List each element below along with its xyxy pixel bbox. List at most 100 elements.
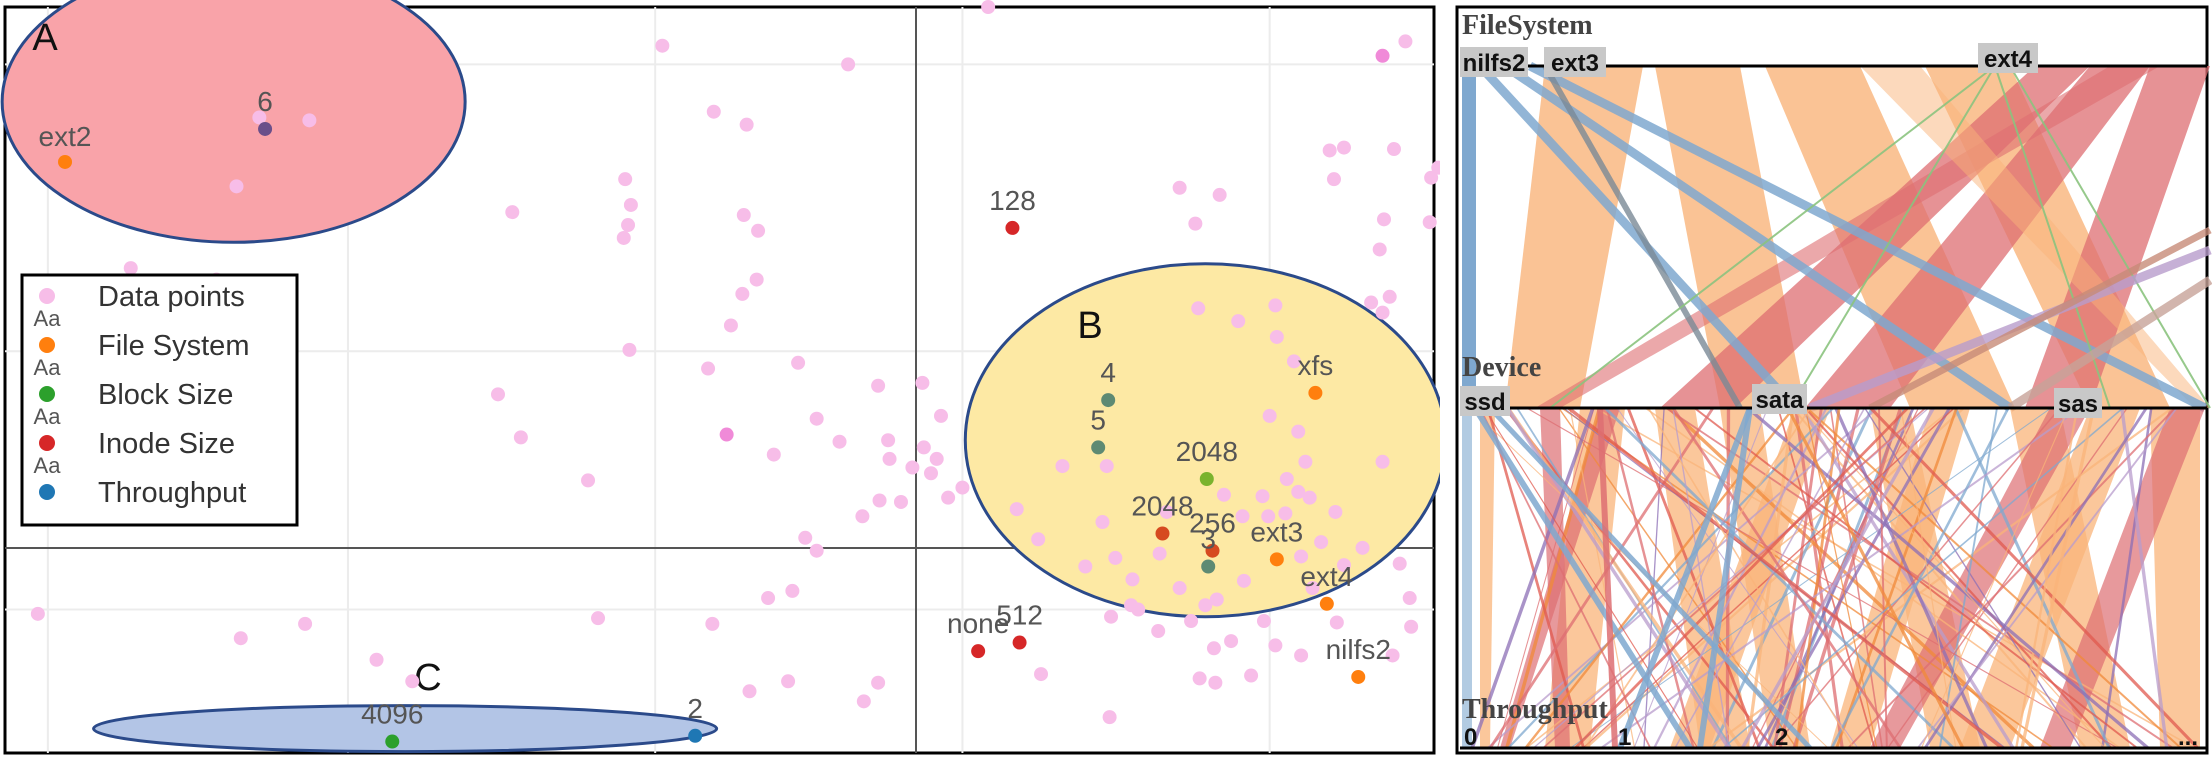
category-ext3-bg <box>1544 47 1606 77</box>
ribbon <box>1870 408 2090 748</box>
data-point <box>1336 140 1351 155</box>
data-point <box>1294 549 1309 564</box>
data-point <box>1382 289 1397 304</box>
data-point <box>929 451 944 466</box>
labeled-point <box>971 644 986 659</box>
data-point <box>505 205 520 220</box>
ribbon-line <box>1502 62 2013 412</box>
data-point <box>798 530 813 545</box>
data-point <box>1261 509 1276 524</box>
cluster-a-ellipse <box>0 0 467 244</box>
data-point <box>1314 535 1329 550</box>
legend-label: Data points <box>98 281 245 313</box>
ribbon-line <box>1791 407 2088 749</box>
category-sata-bg <box>1752 384 1807 414</box>
point-label: 4 <box>1100 357 1116 388</box>
data-point <box>1198 598 1213 613</box>
ribbon-line <box>1542 64 1743 410</box>
data-point <box>809 543 824 558</box>
data-point <box>1159 504 1174 519</box>
data-point <box>1336 558 1351 573</box>
data-point <box>766 447 781 462</box>
data-point <box>1404 619 1419 634</box>
ribbon-line <box>1722 407 2124 749</box>
data-point <box>1099 459 1114 474</box>
data-point <box>616 230 631 245</box>
data-point <box>1398 34 1413 49</box>
data-point <box>856 694 871 709</box>
ribbon-line <box>1505 407 1602 749</box>
data-point <box>736 208 751 223</box>
data-point <box>623 197 638 212</box>
filesystem-axis-title: FileSystem <box>1462 10 1593 41</box>
legend-text-glyph: Aa <box>34 355 62 380</box>
point-label: nilfs2 <box>1326 634 1391 665</box>
legend-marker <box>39 484 55 500</box>
legend-marker <box>39 337 55 353</box>
data-point <box>723 318 738 333</box>
data-point <box>781 674 796 689</box>
ribbon-line <box>1597 407 1618 749</box>
ribbons-device-throughput <box>1462 406 2205 750</box>
data-point <box>1424 170 1439 185</box>
data-point <box>1255 489 1270 504</box>
throughput-tick-0: 0 <box>1464 724 1477 751</box>
labeled-point <box>385 734 400 749</box>
data-point <box>1322 143 1337 158</box>
data-point <box>1262 408 1277 423</box>
parallel-sets-panel: FileSystem Device Throughput nilfs2 ext3 ext4… <box>1450 0 2212 760</box>
data-point <box>1078 559 1093 574</box>
ribbon-line <box>1506 407 1743 749</box>
point-label: 5 <box>1090 404 1106 435</box>
category-nilfs2[interactable]: nilfs2 <box>1463 50 1526 77</box>
ribbon-line <box>1806 407 2182 749</box>
data-point <box>749 272 764 287</box>
data-point <box>1375 305 1390 320</box>
data-point <box>832 434 847 449</box>
ribbon <box>1480 408 1495 748</box>
ribbons-filesystem-device <box>1462 61 2212 413</box>
data-point <box>655 38 670 53</box>
data-point <box>941 490 956 505</box>
ribbon-line <box>1470 407 1595 749</box>
data-point <box>1268 638 1283 653</box>
throughput-axis-title: Throughput <box>1462 694 1608 725</box>
cluster-c-label: C <box>414 657 441 699</box>
ribbon-line <box>1847 407 2176 749</box>
data-point <box>1206 641 1221 656</box>
data-point <box>1302 490 1317 505</box>
category-sas[interactable]: sas <box>2058 391 2098 418</box>
data-point <box>1375 454 1390 469</box>
ribbon-line <box>1488 406 1812 750</box>
data-point <box>1329 615 1344 630</box>
category-ext3[interactable]: ext3 <box>1551 50 1599 77</box>
data-point <box>1131 602 1146 617</box>
data-point <box>761 591 776 606</box>
data-point <box>298 616 313 631</box>
ribbon-line <box>1647 407 1855 749</box>
data-point <box>491 387 506 402</box>
ribbon-line <box>2007 276 2212 412</box>
data-point <box>1294 648 1309 663</box>
data-point <box>881 433 896 448</box>
category-ext4[interactable]: ext4 <box>1984 46 2033 73</box>
data-point <box>123 261 138 276</box>
data-point <box>933 408 948 423</box>
labeled-point <box>688 728 703 743</box>
ribbon-line <box>1496 407 1595 749</box>
data-point <box>871 675 886 690</box>
data-point <box>705 616 720 631</box>
labeled-point <box>1091 440 1106 455</box>
data-point <box>1212 187 1227 202</box>
data-point <box>893 494 908 509</box>
data-point <box>1422 215 1437 230</box>
category-ssd-bg <box>1460 386 1510 416</box>
ribbon-line <box>1549 65 1996 409</box>
cluster-c-ellipse <box>92 704 719 754</box>
ribbon-line <box>1792 407 1903 749</box>
ribbon <box>1860 66 2210 408</box>
data-point <box>855 509 870 524</box>
category-ssd[interactable]: ssd <box>1464 389 1505 416</box>
category-sata[interactable]: sata <box>1755 387 1804 414</box>
